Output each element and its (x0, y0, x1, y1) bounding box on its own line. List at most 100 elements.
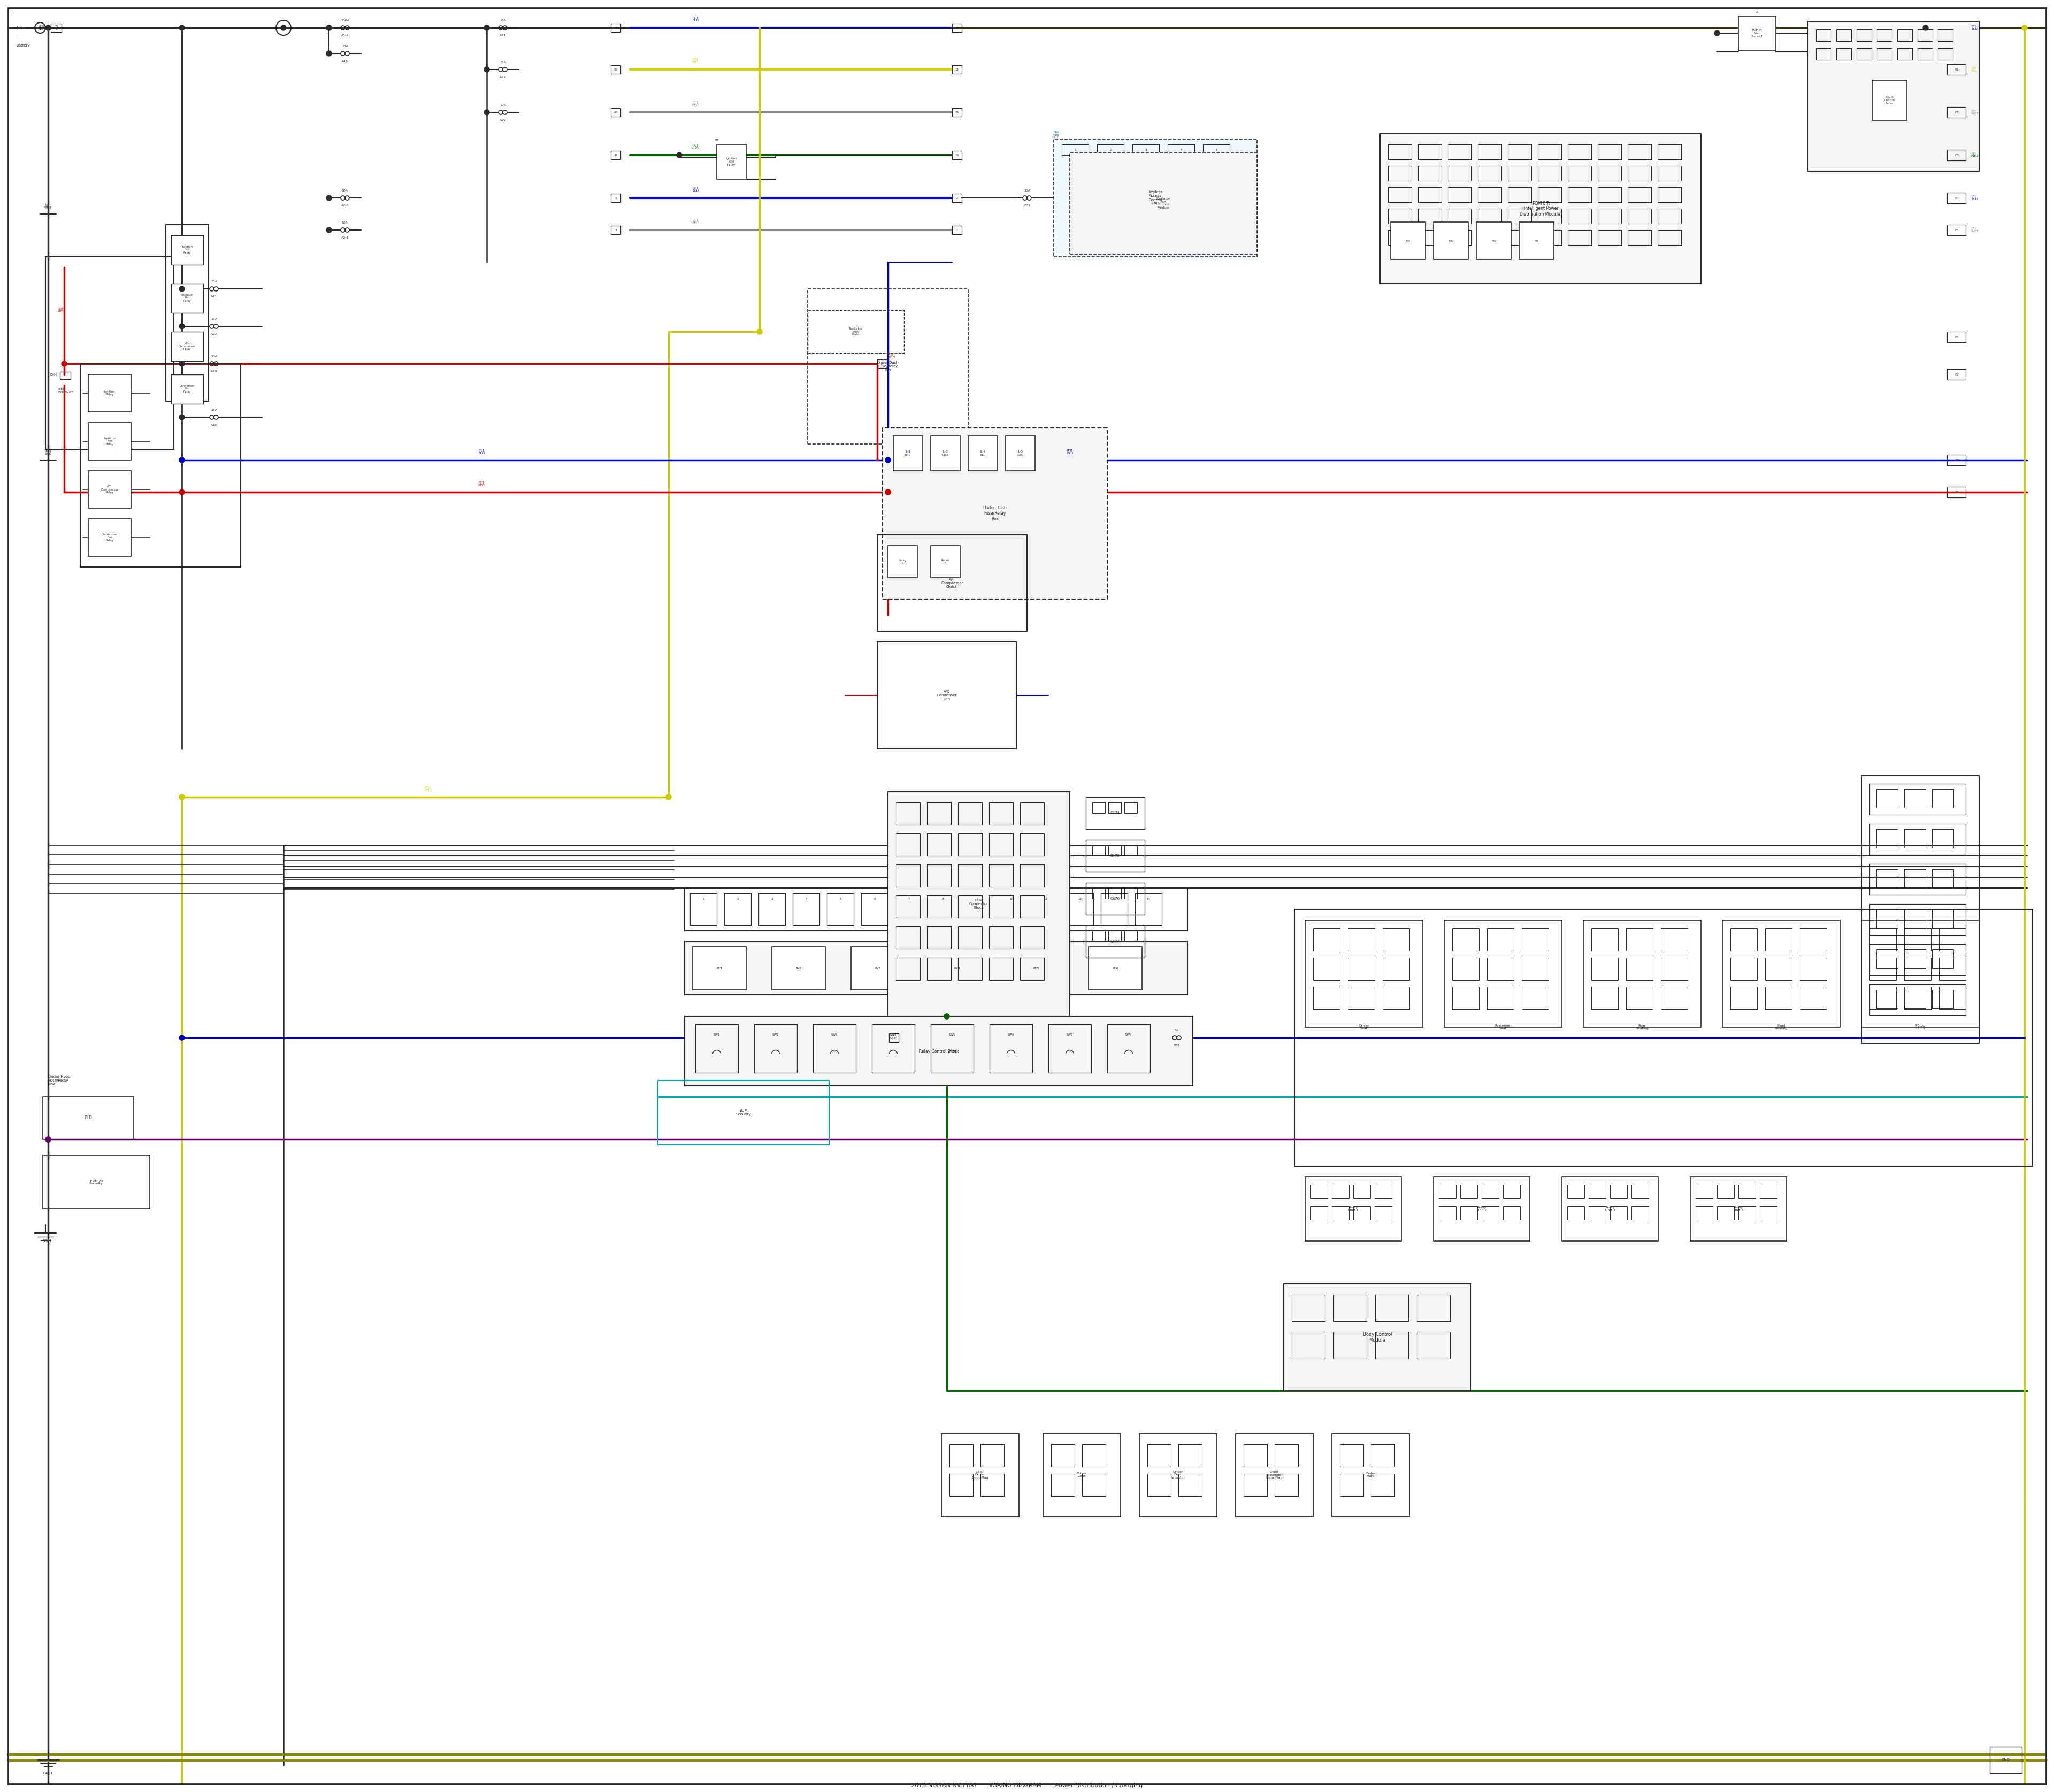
Text: [EE]
BLK/WHT: [EE] BLK/WHT (58, 387, 74, 394)
Text: C488
Passenger
Door Plug: C488 Passenger Door Plug (1265, 1471, 1282, 1478)
Bar (1089, 946, 1142, 989)
Bar (1598, 229, 1621, 246)
Bar (1313, 987, 1339, 1009)
Bar (1331, 1185, 1349, 1199)
Bar (1947, 455, 1966, 466)
Text: SW4: SW4 (889, 1034, 898, 1036)
Bar (1764, 987, 1791, 1009)
Text: 19: 19 (955, 154, 959, 156)
Bar (1417, 186, 1442, 202)
Text: Ignition
Coil
Relay: Ignition Coil Relay (725, 158, 737, 167)
Text: 14: 14 (1146, 898, 1150, 900)
Text: Body Control
Module: Body Control Module (1362, 1331, 1393, 1342)
Bar (1093, 930, 1105, 941)
Bar (1417, 1331, 1450, 1358)
Bar (990, 926, 1013, 950)
Bar (1662, 957, 1688, 980)
Bar (1087, 797, 1144, 830)
Bar (1479, 145, 1501, 159)
Bar (1584, 919, 1701, 1027)
Text: A2-1: A2-1 (341, 237, 349, 238)
Bar (1861, 776, 1980, 1043)
Text: [E]
WHT: [E] WHT (1972, 109, 1978, 115)
Bar (1939, 928, 1966, 950)
Bar (1508, 229, 1532, 246)
Bar (1448, 229, 1471, 246)
Bar (990, 1025, 1033, 1073)
Bar (1808, 22, 1980, 172)
Text: M6: M6 (1491, 240, 1495, 242)
Text: B31: B31 (1023, 204, 1031, 206)
Text: G001: G001 (43, 1772, 53, 1774)
Bar (1097, 145, 1124, 156)
Text: [EJ]
WHT: [EJ] WHT (692, 100, 698, 108)
Bar (1836, 29, 1851, 41)
Circle shape (179, 1036, 185, 1041)
Bar (957, 864, 982, 887)
Circle shape (665, 794, 672, 799)
Text: A/C
Compressor
Relay: A/C Compressor Relay (179, 342, 195, 351)
Text: Passenger
Seat: Passenger Seat (1495, 1025, 1512, 1030)
Bar (850, 946, 904, 989)
Bar (610, 23, 620, 32)
Bar (80, 364, 240, 566)
Bar (1452, 957, 1479, 980)
Bar (1389, 145, 1411, 159)
Bar (926, 833, 951, 857)
Bar (1869, 824, 1966, 855)
Text: Driver
Seat: Driver Seat (1360, 1025, 1370, 1030)
Bar (1417, 167, 1442, 181)
Circle shape (945, 1014, 949, 1020)
Bar (930, 894, 957, 925)
Bar (930, 946, 984, 989)
Text: Keyless
Access
Control
Unit: Keyless Access Control Unit (1148, 190, 1163, 204)
Bar (896, 894, 922, 925)
Bar (684, 1016, 1193, 1086)
Bar (1109, 930, 1121, 941)
Text: [EJ]
RED: [EJ] RED (479, 482, 485, 487)
Text: BCM
Security: BCM Security (735, 1109, 752, 1116)
Circle shape (62, 360, 68, 366)
Circle shape (281, 25, 286, 30)
Text: Ignition
Relay: Ignition Relay (105, 391, 115, 396)
Bar (1690, 1177, 1787, 1242)
Text: [EI]
WHT: [EI] WHT (37, 25, 45, 30)
Bar (1009, 946, 1062, 989)
Bar (1627, 987, 1653, 1009)
Circle shape (179, 457, 185, 462)
Text: [EJ]
BRN: [EJ] BRN (887, 353, 896, 358)
Bar (1124, 803, 1138, 814)
Text: RY4: RY4 (953, 968, 959, 969)
Bar (1933, 989, 1953, 1009)
Bar (1331, 1206, 1349, 1220)
Bar (1869, 903, 1966, 935)
Text: 11: 11 (1043, 898, 1048, 900)
Bar (1662, 928, 1688, 950)
Bar (1658, 167, 1680, 181)
Bar (1204, 145, 1230, 156)
Text: IPDM E/R
(Intelligent Power
Distribution Module): IPDM E/R (Intelligent Power Distribution… (1520, 201, 1561, 217)
Text: Relay
Unit 1: Relay Unit 1 (1347, 1206, 1358, 1211)
Bar (684, 889, 1187, 930)
Text: M4: M4 (1405, 240, 1411, 242)
Text: 1: 1 (16, 34, 18, 38)
Bar (930, 1025, 974, 1073)
Text: [EJ]
GRN: [EJ] GRN (692, 143, 698, 149)
Bar (1939, 957, 1966, 980)
Bar (1508, 208, 1532, 224)
Bar (1697, 1185, 1713, 1199)
Bar (1567, 1185, 1584, 1199)
Text: [EE]
BLK: [EE] BLK (45, 450, 51, 455)
Bar (1877, 830, 1898, 848)
Text: P.Stop
Lamp: P.Stop Lamp (1914, 1025, 1925, 1030)
Circle shape (327, 25, 331, 30)
Text: SW1: SW1 (713, 1034, 721, 1036)
Bar (1101, 894, 1128, 925)
Text: 60A: 60A (341, 190, 349, 192)
Bar (1861, 919, 1980, 1027)
Bar (1087, 925, 1144, 957)
Text: SW5: SW5 (949, 1034, 955, 1036)
Bar (1877, 909, 1898, 928)
Bar (51, 23, 62, 32)
Bar (1508, 167, 1532, 181)
